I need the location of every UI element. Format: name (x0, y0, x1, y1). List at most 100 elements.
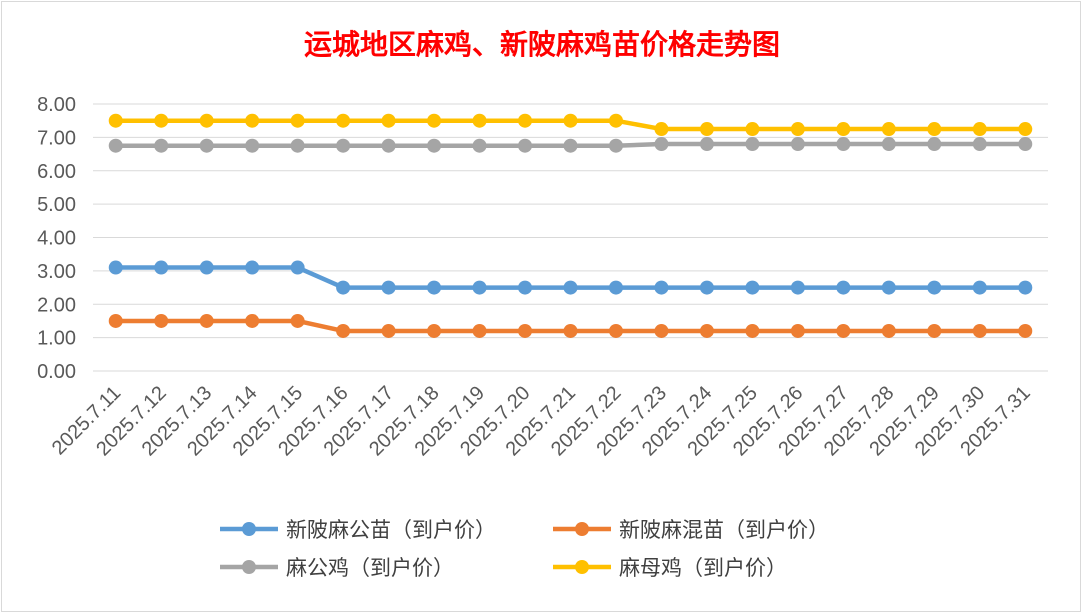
data-point (790, 280, 805, 295)
y-tick-label: 6.00 (37, 161, 76, 183)
data-point (245, 113, 260, 128)
data-point (245, 260, 260, 275)
data-point (518, 280, 533, 295)
y-tick-label: 8.00 (37, 94, 76, 116)
data-point (654, 280, 669, 295)
gridlines (93, 103, 1048, 372)
data-point (154, 113, 169, 128)
legend-label: 麻母鸡（到户价） (619, 556, 787, 580)
data-point (472, 323, 487, 338)
y-tick-label: 4.00 (37, 228, 76, 250)
data-point (745, 280, 760, 295)
legend-label: 新陂麻公苗（到户价） (286, 518, 496, 542)
data-point (154, 313, 169, 328)
series-group (108, 260, 1033, 295)
legend-swatch-marker (575, 522, 589, 536)
data-point (108, 313, 123, 328)
data-point (699, 122, 714, 137)
data-point (108, 260, 123, 275)
data-point (381, 323, 396, 338)
data-point (927, 122, 942, 137)
data-point (199, 138, 214, 153)
data-point (381, 113, 396, 128)
data-point (245, 138, 260, 153)
data-point (472, 280, 487, 295)
data-point (290, 260, 305, 275)
data-point (199, 260, 214, 275)
data-point (881, 137, 896, 152)
data-point (290, 313, 305, 328)
data-point (790, 323, 805, 338)
data-point (563, 323, 578, 338)
legend-swatch-marker (242, 522, 256, 536)
data-point (608, 138, 623, 153)
legend-item: 麻公鸡（到户价） (220, 556, 454, 580)
data-point (472, 113, 487, 128)
data-point (108, 138, 123, 153)
data-point (563, 138, 578, 153)
data-point (381, 280, 396, 295)
data-point (336, 323, 351, 338)
chart-title: 运城地区麻鸡、新陂麻鸡苗价格走势图 (304, 28, 780, 61)
data-point (790, 137, 805, 152)
data-point (745, 323, 760, 338)
data-point (154, 260, 169, 275)
data-point (563, 280, 578, 295)
y-tick-label: 7.00 (37, 127, 76, 149)
data-point (881, 280, 896, 295)
data-point (972, 137, 987, 152)
data-point (608, 323, 623, 338)
legend-item: 新陂麻公苗（到户价） (220, 518, 496, 542)
data-point (927, 323, 942, 338)
y-tick-label: 2.00 (37, 294, 76, 316)
data-point (427, 138, 442, 153)
data-point (245, 313, 260, 328)
data-point (336, 113, 351, 128)
data-point (290, 138, 305, 153)
data-point (654, 323, 669, 338)
data-point (972, 323, 987, 338)
data-point (881, 323, 896, 338)
data-point (836, 323, 851, 338)
data-point (199, 313, 214, 328)
legend: 新陂麻公苗（到户价） 新陂麻混苗（到户价） 麻公鸡（到户价） 麻母鸡（到户价） (220, 518, 829, 580)
series-lines (108, 113, 1033, 338)
data-point (108, 113, 123, 128)
series-group (108, 113, 1033, 137)
data-point (472, 138, 487, 153)
series-group (108, 313, 1033, 338)
data-point (199, 113, 214, 128)
y-tick-label: 5.00 (37, 194, 76, 216)
x-axis-ticks: 2025.7.112025.7.122025.7.132025.7.142025… (48, 382, 1035, 460)
data-point (336, 280, 351, 295)
data-point (699, 137, 714, 152)
legend-item: 麻母鸡（到户价） (553, 556, 787, 580)
data-point (290, 113, 305, 128)
data-point (336, 138, 351, 153)
legend-swatch-marker (242, 560, 256, 574)
data-point (1018, 137, 1033, 152)
data-point (927, 137, 942, 152)
data-point (1018, 280, 1033, 295)
data-point (608, 280, 623, 295)
data-point (745, 137, 760, 152)
data-point (654, 137, 669, 152)
data-point (1018, 122, 1033, 137)
data-point (427, 280, 442, 295)
data-point (972, 280, 987, 295)
data-point (427, 113, 442, 128)
data-point (563, 113, 578, 128)
series-group (108, 137, 1033, 153)
data-point (699, 280, 714, 295)
data-point (1018, 323, 1033, 338)
y-tick-label: 0.00 (37, 361, 76, 383)
legend-item: 新陂麻混苗（到户价） (553, 518, 829, 542)
data-point (518, 138, 533, 153)
data-point (381, 138, 396, 153)
y-axis-ticks: 0.00 1.00 2.00 3.00 4.00 5.00 6.00 7.00 8.00 (37, 94, 76, 383)
data-point (608, 113, 623, 128)
data-point (927, 280, 942, 295)
data-point (518, 323, 533, 338)
legend-label: 麻公鸡（到户价） (286, 556, 454, 580)
